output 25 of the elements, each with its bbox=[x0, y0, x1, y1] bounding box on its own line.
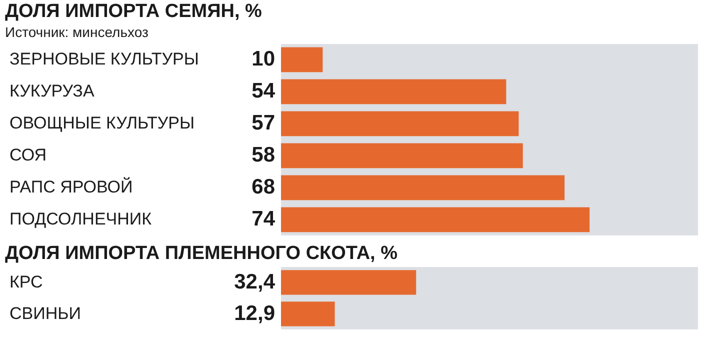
text: Источник: минсельхоз bbox=[5, 24, 148, 40]
y-tick-label: ОВОЩНЫЕ КУЛЬТУРЫ bbox=[10, 114, 195, 133]
data-label: 57 bbox=[252, 112, 275, 135]
bar bbox=[281, 111, 519, 136]
bar bbox=[281, 175, 565, 200]
y-tick-label: СВИНЬИ bbox=[10, 304, 81, 323]
data-label: 12,9 bbox=[234, 302, 275, 325]
y-tick-label: РАПС ЯРОВОЙ bbox=[10, 176, 133, 197]
bar bbox=[281, 207, 590, 232]
y-tick-label: ПОДСОЛНЕЧНИК bbox=[10, 210, 152, 229]
data-label: 68 bbox=[252, 176, 276, 199]
bar bbox=[281, 79, 506, 104]
chart-title: ДОЛЯ ИМПОРТА СЕМЯН, % bbox=[5, 1, 262, 22]
y-tick-label: ЗЕРНОВЫЕ КУЛЬТУРЫ bbox=[10, 50, 199, 69]
data-label: 74 bbox=[252, 208, 276, 231]
chart-title: ДОЛЯ ИМПОРТА ПЛЕМЕННОГО СКОТА, % bbox=[5, 243, 398, 264]
data-label: 10 bbox=[252, 48, 275, 71]
y-tick-label: СОЯ bbox=[10, 146, 47, 165]
bar bbox=[281, 47, 323, 72]
bar bbox=[281, 143, 523, 168]
y-tick-label: КУКУРУЗА bbox=[10, 82, 95, 101]
y-tick-label: КРС bbox=[10, 272, 43, 292]
data-label: 54 bbox=[252, 80, 276, 103]
data-label: 32,4 bbox=[234, 270, 276, 294]
data-label: 58 bbox=[252, 144, 276, 167]
